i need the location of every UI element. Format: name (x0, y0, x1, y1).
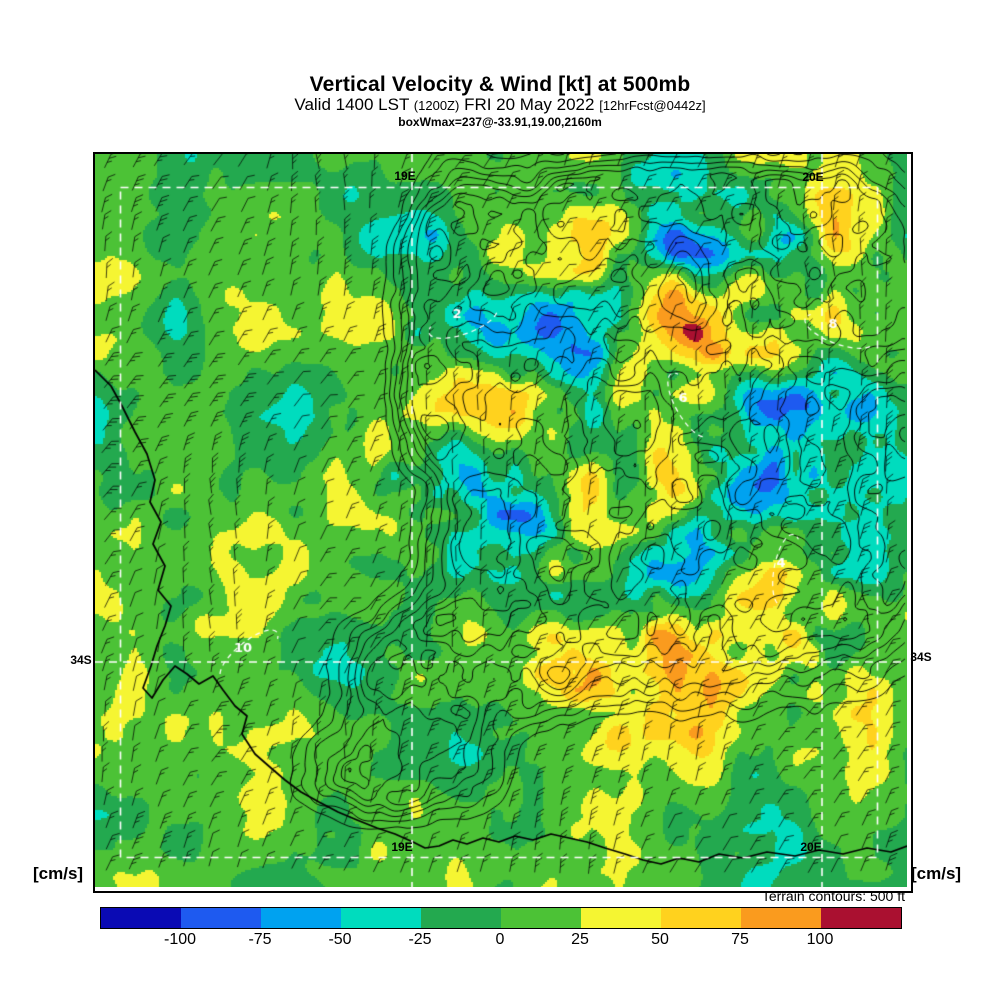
valid-date-label: FRI 20 May 2022 (464, 95, 595, 114)
colorbar-tick-label: 0 (495, 931, 505, 948)
colorbar-tick-label: -50 (328, 931, 352, 948)
colorbar-segment (341, 908, 421, 928)
valid-time-label: Valid 1400 LST (294, 95, 410, 114)
colorbar-tick-label: 50 (651, 931, 669, 948)
lon-label-20e-bottom: 20E (800, 840, 822, 854)
zulu-time-label: (1200Z) (413, 98, 460, 113)
lon-label-19e-top: 19E (394, 169, 416, 183)
lon-label-20e-top: 20E (802, 170, 824, 184)
colorbar-segment (581, 908, 661, 928)
colorbar (100, 907, 902, 929)
wmax-annotation: boxWmax=237@-33.91,19.00,2160m (398, 115, 602, 129)
units-label-left: [cm/s] (33, 864, 84, 883)
lat-label-34s-right: 34S (910, 650, 932, 664)
map-frame: 19E 20E 19E 20E (93, 152, 913, 893)
colorbar-segment (421, 908, 501, 928)
colorbar-tick-label: -100 (163, 931, 197, 948)
chart-title: Vertical Velocity & Wind [kt] at 500mb (309, 73, 691, 96)
colorbar-tick-label: -75 (248, 931, 272, 948)
lon-label-19e-bottom: 19E (391, 840, 413, 854)
chart-subtitle: Valid 1400 LST (1200Z) FRI 20 May 2022 [… (0, 95, 1000, 115)
colorbar-tick-label: 75 (731, 931, 749, 948)
terrain-contours-note: Terrain contours: 500 ft (761, 888, 905, 904)
colorbar-segment (501, 908, 581, 928)
colorbar-tick-label: -25 (408, 931, 432, 948)
units-label-right: [cm/s] (911, 864, 962, 883)
colorbar-tick-label: 100 (806, 931, 834, 948)
colorbar-segment (661, 908, 741, 928)
colorbar-segment (181, 908, 261, 928)
colorbar-tick-label: 25 (571, 931, 589, 948)
map-canvas (95, 154, 907, 887)
forecast-init-label: [12hrFcst@0442z] (599, 98, 706, 113)
colorbar-segment (821, 908, 901, 928)
colorbar-segment (261, 908, 341, 928)
colorbar-segment (101, 908, 181, 928)
colorbar-segments (101, 908, 901, 928)
lat-label-34s-left: 34S (70, 653, 92, 667)
colorbar-segment (741, 908, 821, 928)
colorbar-ticks: -100 -75 -50 -25 0 25 50 75 100 (100, 931, 900, 953)
